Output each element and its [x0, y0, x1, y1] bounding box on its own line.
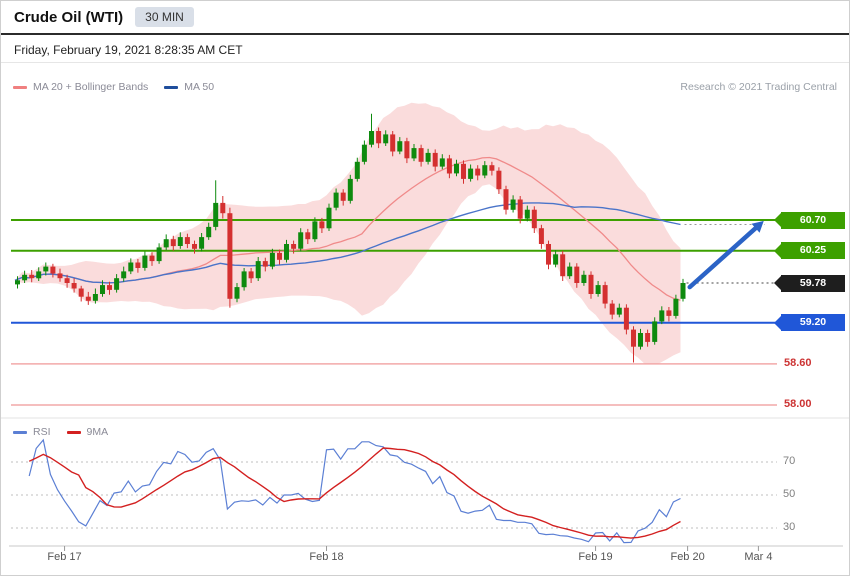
x-axis-label-feb-17: Feb 17	[47, 551, 82, 563]
x-axis-label-mar-4: Mar 4	[744, 551, 773, 563]
rsi-line	[28, 438, 681, 544]
ma20-bollinger-swatch-icon	[13, 85, 27, 89]
ma20-bollinger-label: MA 20 + Bollinger Bands	[33, 81, 149, 93]
header: Crude Oil (WTI) 30 MIN	[1, 1, 849, 35]
price-projection-dotted	[684, 224, 779, 284]
rsi-scale-50: 50	[783, 488, 796, 500]
rsi-ma9-label: 9MA	[86, 426, 109, 438]
rsi-gridlines	[11, 461, 777, 529]
x-axis-label-feb-20: Feb 20	[670, 551, 705, 563]
rsi-lines	[28, 438, 681, 544]
bollinger-band	[15, 102, 681, 365]
price-chart-legend: MA 20 + Bollinger Bands MA 50 Research ©…	[13, 81, 837, 93]
instrument-title: Crude Oil (WTI)	[14, 8, 124, 26]
support-resistance-lines	[11, 219, 777, 406]
rsi-ma9-swatch-icon	[66, 430, 81, 434]
price-tag-60.70: 60.70	[774, 211, 845, 229]
price-tag-60.25: 60.25	[774, 242, 845, 260]
ma20-line	[14, 156, 681, 301]
ma50-label: MA 50	[184, 81, 215, 93]
price-level-text-58.60: 58.60	[784, 356, 812, 369]
trend-arrow	[687, 220, 764, 290]
moving-averages	[14, 156, 681, 301]
price-level-text-58.00: 58.00	[784, 397, 812, 410]
rsi-scale-30: 30	[783, 521, 796, 533]
rsi-label: RSI	[33, 426, 51, 438]
x-axis-label-feb-18: Feb 18	[309, 551, 344, 563]
rsi-scale-70: 70	[783, 455, 796, 467]
rsi-9ma-line	[28, 447, 681, 539]
ma50-swatch-icon	[164, 85, 179, 89]
x-axis-label-feb-19: Feb 19	[578, 551, 613, 563]
price-tag-59.20: 59.20	[774, 314, 845, 332]
timeframe-badge: 30 MIN	[135, 7, 194, 27]
x-axis-ticks	[64, 546, 759, 551]
panel-dividers	[1, 417, 849, 547]
ma50-line	[14, 202, 681, 284]
price-tag-59.78: 59.78	[774, 274, 845, 292]
candles	[15, 113, 686, 363]
rsi-legend: RSI 9MA	[13, 426, 108, 438]
chart-timestamp: Friday, February 19, 2021 8:28:35 AM CET	[1, 37, 849, 63]
copyright-note: Research © 2021 Trading Central	[680, 81, 837, 93]
rsi-swatch-icon	[13, 430, 27, 434]
